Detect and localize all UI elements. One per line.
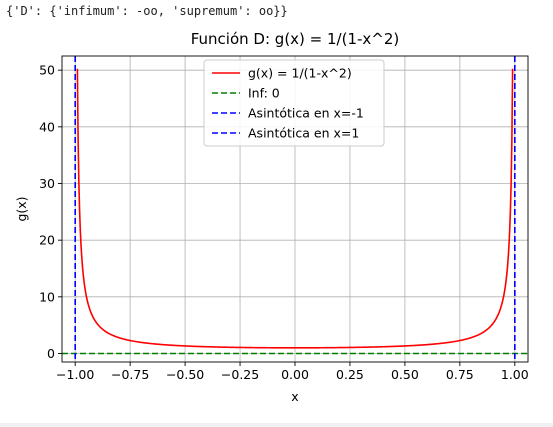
x-tick-label: 0.25 — [336, 367, 364, 382]
legend-label: g(x) = 1/(1-x^2) — [248, 66, 352, 81]
x-tick-label: 0.75 — [446, 367, 474, 382]
x-tick-label: 0.00 — [281, 367, 309, 382]
series-line-g — [76, 68, 514, 349]
console-output-text: {'D': {'infimum': -oo, 'supremum': oo}} — [6, 4, 288, 18]
chart-title: Función D: g(x) = 1/(1-x^2) — [191, 30, 400, 48]
x-tick-label: −1.00 — [56, 367, 94, 382]
legend-box — [203, 59, 385, 147]
y-tick-label: 40 — [39, 119, 55, 134]
x-tick-label: −0.75 — [111, 367, 149, 382]
x-tick-label: −0.50 — [166, 367, 204, 382]
x-tick-label: 1.00 — [501, 367, 529, 382]
x-tick-label: 0.50 — [391, 367, 419, 382]
y-tick-label: 20 — [39, 233, 55, 248]
output-divider — [0, 423, 553, 427]
y-tick-label: 50 — [39, 63, 55, 78]
x-tick-label: −0.25 — [221, 367, 259, 382]
y-tick-label: 10 — [39, 289, 55, 304]
legend-label: Inf: 0 — [248, 86, 280, 101]
y-tick-label: 30 — [39, 176, 55, 191]
y-tick-label: 0 — [47, 346, 55, 361]
y-axis-label: g(x) — [14, 196, 29, 221]
x-axis-label: x — [291, 389, 298, 404]
legend-label: Asintótica en x=1 — [248, 126, 359, 141]
legend-label: Asintótica en x=-1 — [248, 106, 364, 121]
